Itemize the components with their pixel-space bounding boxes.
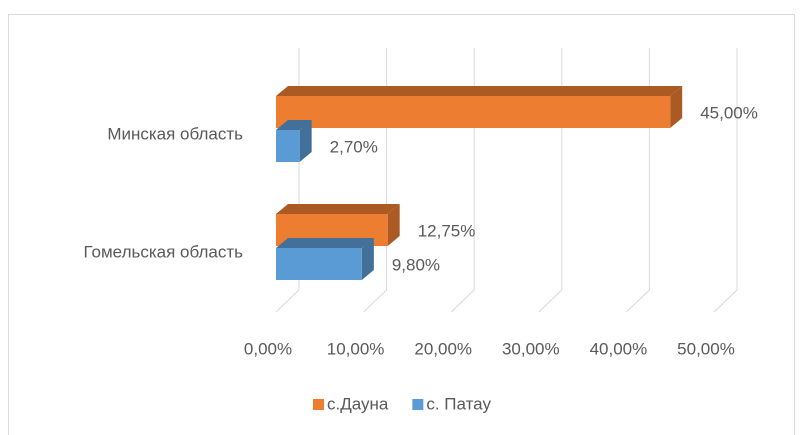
bar-side <box>299 120 312 162</box>
grid-line <box>363 48 388 313</box>
bar-top <box>276 204 400 214</box>
grid-line <box>713 48 738 313</box>
bar-side <box>361 238 374 280</box>
data-label: 12,75% <box>418 221 476 240</box>
x-tick-label: 10,00% <box>327 339 385 358</box>
bar <box>276 96 671 128</box>
grid-line <box>450 48 475 313</box>
x-tick-label: 40,00% <box>590 339 648 358</box>
bar-top <box>276 238 374 248</box>
bar-side <box>670 86 683 128</box>
y-tick-label: Гомельская область <box>83 242 243 261</box>
bar-top <box>276 86 683 96</box>
bar-side <box>387 204 400 246</box>
grid-line <box>538 48 563 313</box>
y-tick-label: Минская область <box>107 124 243 143</box>
x-tick-label: 30,00% <box>502 339 560 358</box>
x-tick-label: 20,00% <box>414 339 472 358</box>
bar <box>276 130 300 162</box>
legend-swatch <box>313 399 324 410</box>
legend-swatch <box>412 399 424 410</box>
data-label: 45,00% <box>700 103 758 122</box>
legend-label: с. Патау <box>426 394 491 413</box>
grid-line <box>626 48 650 313</box>
bar <box>276 248 362 280</box>
legend-label: с.Дауна <box>327 394 389 413</box>
data-label: 2,70% <box>330 137 378 156</box>
x-tick-label: 50,00% <box>677 339 735 358</box>
chart-border <box>8 14 795 435</box>
x-tick-label: 0,00% <box>244 339 292 358</box>
data-label: 9,80% <box>392 255 440 274</box>
bar-top <box>276 120 312 130</box>
